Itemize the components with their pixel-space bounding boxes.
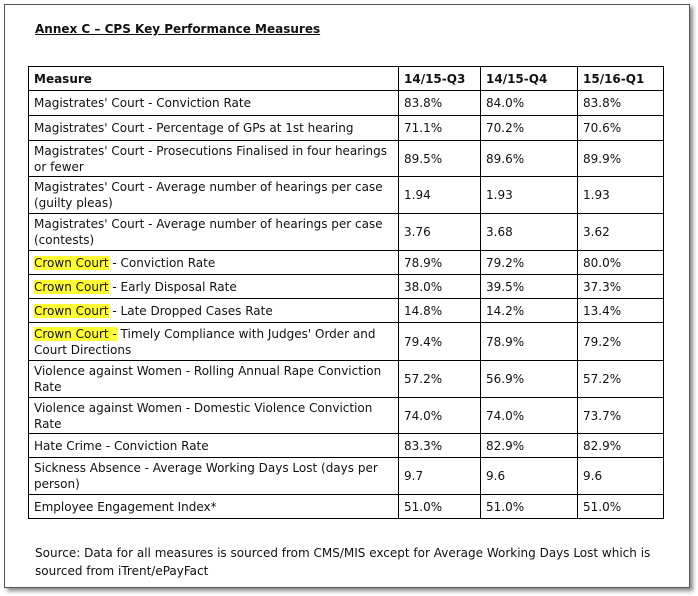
header-row: Measure 14/15-Q3 14/15-Q4 15/16-Q1 — [28, 66, 664, 91]
kpi-table: Measure 14/15-Q3 14/15-Q4 15/16-Q1 Magistra… — [28, 66, 664, 519]
highlighted-text: Crown Court — [34, 255, 109, 270]
value-cell: 74.0% — [398, 397, 481, 434]
value-cell: 3.62 — [577, 213, 664, 251]
measure-cell: Crown Court - Late Dropped Cases Rate — [28, 298, 399, 323]
measure-cell: Sickness Absence - Average Working Days … — [28, 457, 399, 495]
value-cell: 3.68 — [480, 213, 578, 251]
value-cell: 51.0% — [480, 494, 578, 519]
table-row: Crown Court - Late Dropped Cases Rate 14.… — [28, 298, 664, 323]
measure-cell: Magistrates' Court - Average number of h… — [28, 213, 399, 251]
measure-cell: Violence against Women - Rolling Annual … — [28, 360, 399, 398]
measure-text: - Late Dropped Cases Rate — [108, 303, 273, 318]
table-row: Magistrates' Court - Conviction Rate 83.8… — [28, 90, 664, 116]
measure-cell: Magistrates' Court - Percentage of GPs a… — [28, 115, 399, 141]
value-cell: 78.9% — [480, 322, 578, 361]
value-cell: 89.6% — [480, 140, 578, 177]
value-cell: 9.6 — [577, 457, 664, 495]
value-cell: 51.0% — [577, 494, 664, 519]
measure-cell: Magistrates' Court - Prosecutions Finali… — [28, 140, 399, 177]
value-cell: 9.7 — [398, 457, 481, 495]
value-cell: 82.9% — [480, 433, 578, 458]
measure-cell: Magistrates' Court - Average number of h… — [28, 176, 399, 214]
value-cell: 14.8% — [398, 298, 481, 323]
measure-text: - Early Disposal Rate — [108, 279, 237, 294]
measure-cell: Magistrates' Court - Conviction Rate — [28, 90, 399, 116]
measure-text: - Conviction Rate — [108, 255, 216, 270]
highlighted-text: Crown Court - — [34, 326, 117, 341]
measure-cell: Crown Court - Early Disposal Rate — [28, 274, 399, 299]
value-cell: 3.76 — [398, 213, 481, 251]
table-row: Magistrates' Court - Average number of h… — [28, 213, 664, 251]
measure-cell: Violence against Women - Domestic Violen… — [28, 397, 399, 434]
table-row: Violence against Women - Domestic Violen… — [28, 397, 664, 434]
column-header: 15/16-Q1 — [577, 66, 664, 91]
value-cell: 83.8% — [398, 90, 481, 116]
document-title: Annex C – CPS Key Performance Measures — [35, 22, 321, 36]
value-cell: 37.3% — [577, 274, 664, 299]
value-cell: 38.0% — [398, 274, 481, 299]
table-row: Magistrates' Court - Percentage of GPs a… — [28, 115, 664, 141]
value-cell: 84.0% — [480, 90, 578, 116]
value-cell: 79.2% — [480, 250, 578, 275]
value-cell: 70.2% — [480, 115, 578, 141]
column-header: 14/15-Q4 — [480, 66, 578, 91]
measure-cell: Hate Crime - Conviction Rate — [28, 433, 399, 458]
column-header: Measure — [28, 66, 399, 91]
highlighted-text: Crown Court — [34, 303, 109, 318]
highlighted-text: Crown Court — [34, 279, 109, 294]
value-cell: 56.9% — [480, 360, 578, 398]
table-row: Employee Engagement Index* 51.0% 51.0% 51.0… — [28, 494, 664, 519]
value-cell: 89.5% — [398, 140, 481, 177]
value-cell: 89.9% — [577, 140, 664, 177]
value-cell: 14.2% — [480, 298, 578, 323]
table-row: Sickness Absence - Average Working Days … — [28, 457, 664, 495]
value-cell: 9.6 — [480, 457, 578, 495]
value-cell: 71.1% — [398, 115, 481, 141]
table-row: Crown Court - Early Disposal Rate 38.0% 39… — [28, 274, 664, 299]
value-cell: 83.3% — [398, 433, 481, 458]
value-cell: 83.8% — [577, 90, 664, 116]
value-cell: 57.2% — [577, 360, 664, 398]
table-row: Hate Crime - Conviction Rate 83.3% 82.9% 82… — [28, 433, 664, 458]
value-cell: 1.93 — [577, 176, 664, 214]
value-cell: 79.4% — [398, 322, 481, 361]
value-cell: 1.94 — [398, 176, 481, 214]
column-header: 14/15-Q3 — [398, 66, 481, 91]
table-row: Magistrates' Court - Prosecutions Finali… — [28, 140, 664, 177]
value-cell: 13.4% — [577, 298, 664, 323]
measure-cell: Crown Court - Timely Compliance with Jud… — [28, 322, 399, 361]
value-cell: 51.0% — [398, 494, 481, 519]
value-cell: 79.2% — [577, 322, 664, 361]
measure-cell: Crown Court - Conviction Rate — [28, 250, 399, 275]
source-note: Source: Data for all measures is sourced… — [35, 546, 651, 578]
value-cell: 39.5% — [480, 274, 578, 299]
value-cell: 74.0% — [480, 397, 578, 434]
value-cell: 57.2% — [398, 360, 481, 398]
measure-cell: Employee Engagement Index* — [28, 494, 399, 519]
table-row: Magistrates' Court - Average number of h… — [28, 176, 664, 214]
value-cell: 73.7% — [577, 397, 664, 434]
measure-text: Timely Compliance with Judges' Order and… — [34, 326, 376, 357]
value-cell: 1.93 — [480, 176, 578, 214]
table-row: Violence against Women - Rolling Annual … — [28, 360, 664, 398]
value-cell: 80.0% — [577, 250, 664, 275]
table-row: Crown Court - Conviction Rate 78.9% 79.2% 8… — [28, 250, 664, 275]
table-row: Crown Court - Timely Compliance with Jud… — [28, 322, 664, 361]
value-cell: 78.9% — [398, 250, 481, 275]
value-cell: 70.6% — [577, 115, 664, 141]
value-cell: 82.9% — [577, 433, 664, 458]
